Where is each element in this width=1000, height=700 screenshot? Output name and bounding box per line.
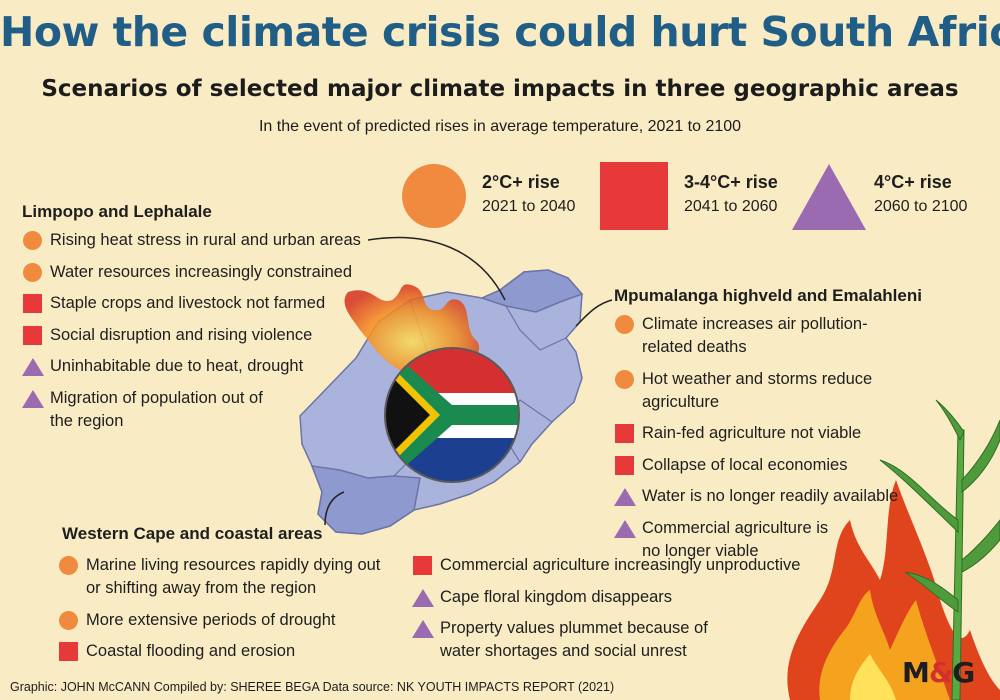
maize-plant-illustration xyxy=(879,399,1000,700)
legend-square-icon xyxy=(600,162,668,230)
list-item: Property values plummet because of water… xyxy=(412,617,742,663)
circle-marker-icon xyxy=(22,229,50,252)
infographic-title: How the climate crisis could hurt South … xyxy=(0,8,1000,56)
limpopo-region xyxy=(479,269,584,313)
list-item: Cape floral kingdom disappears xyxy=(412,586,832,609)
mpumalanga-title: Mpumalanga highveld and Emalahleni xyxy=(614,286,922,305)
list-item: Staple crops and livestock not farmed xyxy=(22,292,382,315)
list-item: More extensive periods of drought xyxy=(58,609,398,632)
list-item: Marine living resources rapidly dying ou… xyxy=(58,554,398,600)
square-marker-icon xyxy=(58,640,86,663)
list-item: Rain-fed agriculture not viable xyxy=(614,422,904,445)
limpopo-impacts-list: Rising heat stress in rural and urban ar… xyxy=(22,229,382,441)
credits-footer: Graphic: JOHN McCANN Compiled by: SHEREE… xyxy=(10,680,615,694)
list-item: Coastal flooding and erosion xyxy=(58,640,398,663)
circle-marker-icon xyxy=(614,368,642,391)
legend-triangle-label: 4°C+ rise xyxy=(874,172,952,192)
square-marker-icon xyxy=(614,454,642,477)
list-item: Water is no longer readily available xyxy=(614,485,904,508)
western-cape-impacts-list-left: Marine living resources rapidly dying ou… xyxy=(58,554,398,672)
list-item: Social disruption and rising violence xyxy=(22,324,382,347)
legend-triangle-period: 2060 to 2100 xyxy=(874,198,968,215)
triangle-marker-icon xyxy=(412,586,440,609)
list-item: Water resources increasingly constrained xyxy=(22,261,382,284)
square-marker-icon xyxy=(614,422,642,445)
western-cape-impacts-list-right: Commercial agriculture increasingly unpr… xyxy=(412,554,832,672)
list-item: Hot weather and storms reduce agricultur… xyxy=(614,368,904,414)
legend-circle-label: 2°C+ rise xyxy=(482,172,560,192)
mpumalanga-connector xyxy=(575,299,613,327)
legend-circle-icon xyxy=(402,164,466,228)
legend-square-label: 3-4°C+ rise xyxy=(684,172,778,192)
infographic-description: In the event of predicted rises in avera… xyxy=(258,118,742,135)
western-cape-connector xyxy=(324,491,345,526)
list-item: Commercial agriculture increasingly unpr… xyxy=(412,554,832,577)
circle-marker-icon xyxy=(58,609,86,632)
triangle-marker-icon xyxy=(412,617,440,640)
triangle-marker-icon xyxy=(22,355,50,378)
western-cape-title: Western Cape and coastal areas xyxy=(62,524,323,543)
list-item: Commercial agriculture is no longer viab… xyxy=(614,517,844,563)
flag-ball xyxy=(385,348,519,482)
list-item: Rising heat stress in rural and urban ar… xyxy=(22,229,382,252)
list-item: Climate increases air pollution-related … xyxy=(614,313,904,359)
legend-triangle-icon xyxy=(792,164,866,230)
triangle-marker-icon xyxy=(614,517,642,540)
square-marker-icon xyxy=(22,324,50,347)
legend-circle-period: 2021 to 2040 xyxy=(482,198,576,215)
square-marker-icon xyxy=(22,292,50,315)
infographic-subtitle: Scenarios of selected major climate impa… xyxy=(41,76,959,102)
triangle-marker-icon xyxy=(614,485,642,508)
list-item: Migration of population out of the regio… xyxy=(22,387,287,433)
list-item: Collapse of local economies xyxy=(614,454,904,477)
western-cape-region xyxy=(310,465,421,535)
list-item: Uninhabitable due to heat, drought xyxy=(22,355,382,378)
mpumalanga-impacts-list: Climate increases air pollution-related … xyxy=(614,313,904,571)
circle-marker-icon xyxy=(614,313,642,336)
circle-marker-icon xyxy=(22,261,50,284)
circle-marker-icon xyxy=(58,554,86,577)
legend-square-period: 2041 to 2060 xyxy=(684,198,778,215)
mg-logo: M&G xyxy=(902,656,975,689)
square-marker-icon xyxy=(412,554,440,577)
limpopo-connector xyxy=(367,236,506,301)
limpopo-title: Limpopo and Lephalale xyxy=(22,202,212,221)
corner-fire-illustration xyxy=(787,480,1000,700)
triangle-marker-icon xyxy=(22,387,50,410)
